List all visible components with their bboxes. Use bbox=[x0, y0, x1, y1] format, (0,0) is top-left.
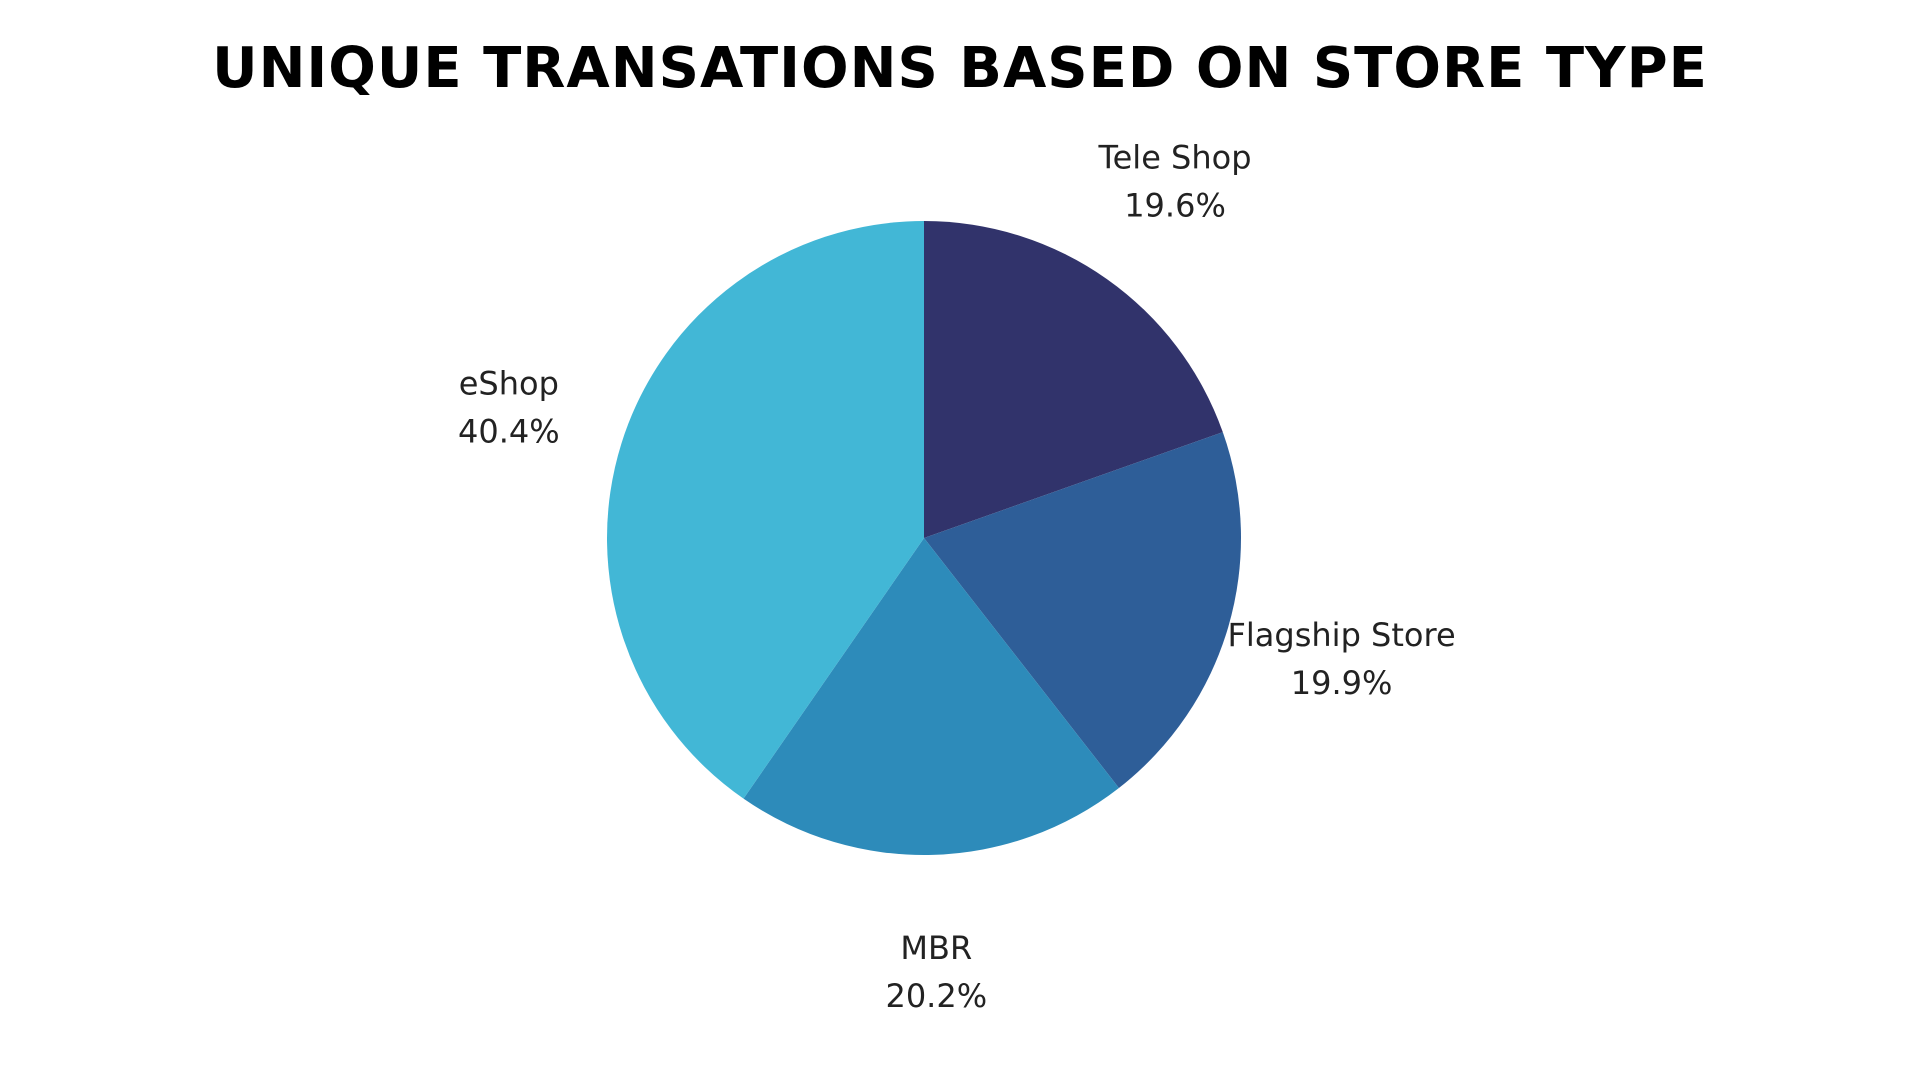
slice-label-flagship-store: Flagship Store bbox=[1228, 616, 1456, 654]
pie-slice-flagship-store bbox=[924, 432, 1242, 788]
slice-value-tele-shop: 19.6% bbox=[1124, 187, 1226, 225]
slice-label-mbr: MBR bbox=[900, 929, 972, 967]
pie-slices bbox=[607, 221, 1242, 855]
slice-value-mbr: 20.2% bbox=[885, 977, 987, 1015]
slice-label-tele-shop: Tele Shop bbox=[1098, 139, 1252, 177]
pie-slice-tele-shop bbox=[924, 221, 1223, 538]
slice-value-eshop: 40.4% bbox=[458, 412, 560, 450]
pie-slice-eshop bbox=[607, 221, 924, 799]
chart-title: UNIQUE TRANSATIONS BASED ON STORE TYPE bbox=[212, 36, 1708, 101]
slice-value-flagship-store: 19.9% bbox=[1291, 664, 1393, 702]
pie-slice-mbr bbox=[743, 538, 1119, 855]
slice-label-eshop: eShop bbox=[459, 364, 559, 402]
pie-labels: Tele Shop 19.6% Flagship Store 19.9% MBR 20.2… bbox=[458, 139, 1456, 1015]
